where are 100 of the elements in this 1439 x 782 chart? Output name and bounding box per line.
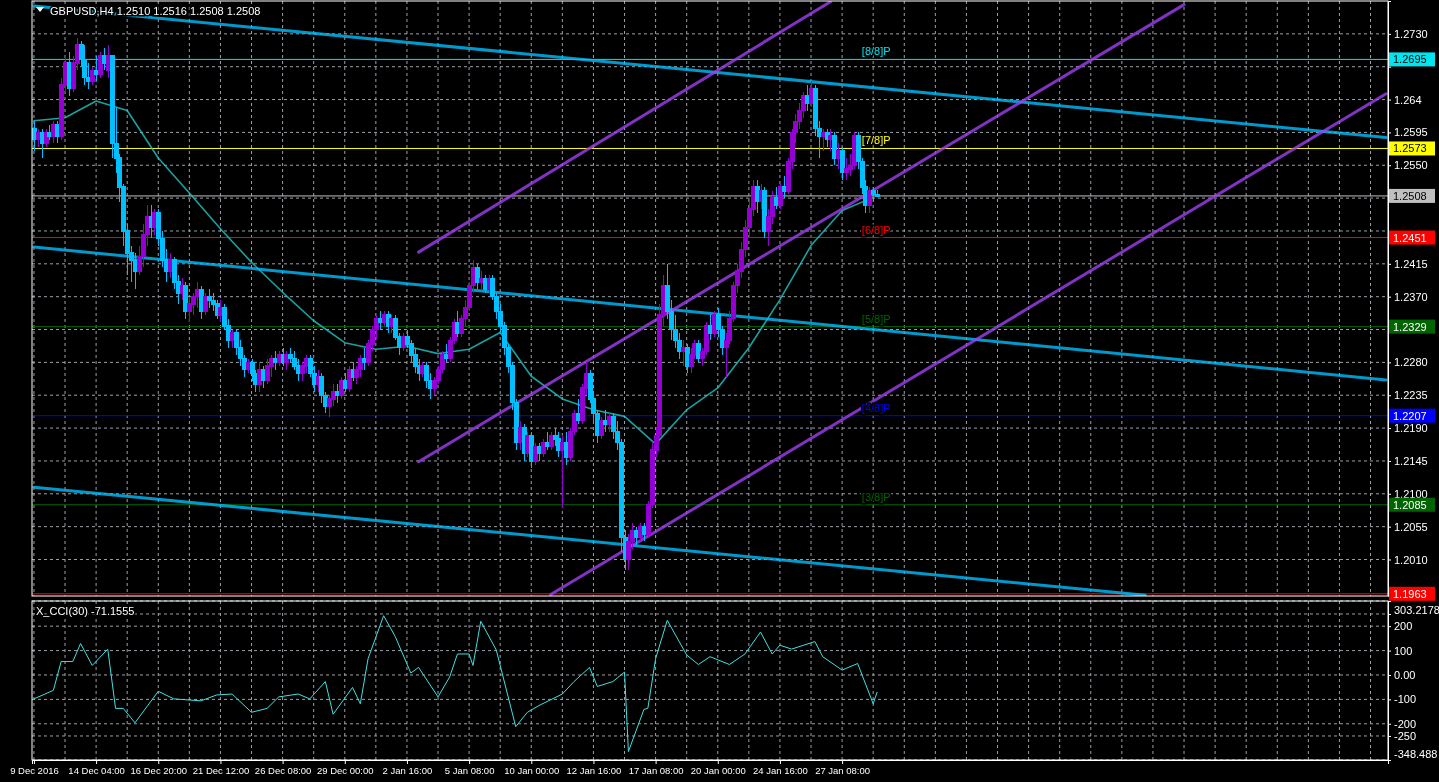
candlestick: [168, 252, 173, 280]
candlestick: [685, 343, 690, 375]
x-tick-label: 20 Jan 00:00: [690, 764, 746, 776]
candlestick: [642, 522, 647, 542]
candlestick: [386, 310, 391, 334]
y-tick-label: -100: [1394, 693, 1417, 706]
ref-line-label: 1.2508: [1393, 189, 1427, 202]
y-tick-label: 1.2010: [1394, 553, 1428, 566]
candlestick: [51, 120, 56, 145]
y-tick-label: 1.2100: [1394, 487, 1428, 500]
y-tick-label: -200: [1394, 717, 1417, 730]
candlestick: [762, 186, 767, 239]
candlestick: [867, 186, 872, 214]
x-tick-label: 24 Jan 16:00: [752, 764, 808, 776]
candlestick: [44, 128, 49, 148]
candlestick: [475, 263, 480, 291]
ref-line-label: 1.2451: [1393, 231, 1427, 244]
candlestick: [218, 299, 223, 323]
y-tick-label: 1.2145: [1394, 454, 1428, 467]
candlestick: [832, 131, 837, 166]
y-tick-label: 1.264: [1394, 93, 1422, 106]
x-tick-label: 27 Jan 08:00: [815, 764, 871, 776]
candlestick: [696, 339, 701, 364]
annotation: [7/8]P: [861, 134, 891, 147]
candlestick: [106, 44, 111, 79]
candlestick: [277, 350, 282, 367]
candlestick: [708, 314, 713, 342]
candlestick: [541, 438, 546, 458]
candlestick: [805, 84, 810, 112]
x-tick-label: 12 Jan 16:00: [566, 764, 622, 776]
y-tick-label: 200: [1394, 620, 1413, 633]
y-tick-label: 303.2178: [1394, 603, 1439, 616]
candlestick: [525, 431, 530, 458]
candlestick: [152, 208, 157, 236]
x-tick-label: 2 Jan 16:00: [382, 764, 433, 776]
candlestick: [316, 368, 321, 393]
candlestick: [203, 292, 208, 316]
candlestick: [782, 175, 787, 199]
candlestick: [522, 423, 527, 462]
candlestick: [343, 372, 348, 393]
candlestick: [836, 142, 841, 170]
x-tick-label: 29 Dec 00:00: [317, 764, 374, 776]
candlestick: [102, 47, 107, 72]
candlestick: [94, 55, 99, 83]
candlestick: [607, 412, 612, 433]
candlestick: [537, 441, 542, 462]
y-tick-label: 1.2055: [1394, 520, 1428, 533]
candlestick: [444, 343, 449, 364]
ref-line-label: 1.2573: [1393, 142, 1427, 155]
candlestick: [844, 157, 849, 181]
annotation: [8/8]P: [861, 45, 891, 58]
y-tick-label: 1.2730: [1394, 27, 1428, 40]
candlestick: [774, 186, 779, 210]
x-tick-label: 10 Jan 00:00: [504, 764, 560, 776]
candlestick: [362, 347, 367, 371]
annotation: [6/8]P: [861, 223, 891, 236]
ref-line-label: 1.2085: [1393, 498, 1427, 511]
candlestick: [755, 179, 760, 214]
candlestick: [401, 332, 406, 353]
candlestick: [40, 128, 45, 159]
y-tick-label: -250: [1394, 729, 1417, 742]
candlestick: [261, 365, 266, 389]
x-tick-label: 21 Dec 12:00: [192, 764, 250, 776]
candlestick: [339, 376, 344, 400]
candlestick: [265, 358, 270, 385]
y-tick-label: 1.2280: [1394, 356, 1428, 369]
candlestick: [284, 350, 289, 371]
ref-line-label: 1.2695: [1393, 53, 1427, 66]
candlestick: [712, 310, 717, 338]
candlestick: [187, 295, 192, 323]
candlestick: [98, 51, 103, 79]
x-tick-label: 14 Dec 04:00: [68, 764, 125, 776]
candlestick: [518, 420, 523, 451]
ref-line-label: 1.2329: [1393, 320, 1427, 333]
candlestick: [821, 128, 826, 152]
y-tick-label: 1.2370: [1394, 290, 1428, 303]
candlestick: [382, 310, 387, 327]
candlestick: [599, 416, 604, 440]
y-tick-label: 1.2550: [1394, 159, 1428, 172]
ref-line-label: 1.2207: [1393, 409, 1427, 422]
candlestick: [47, 124, 52, 141]
y-tick-label: 100: [1394, 644, 1413, 657]
y-tick-label: 1.2595: [1394, 126, 1428, 139]
candlestick: [55, 120, 60, 145]
candlestick: [529, 431, 534, 469]
candlestick: [257, 361, 262, 393]
annotation: [5/8]P: [861, 312, 891, 325]
candlestick: [420, 361, 425, 378]
candlestick: [36, 128, 41, 148]
candlestick: [207, 288, 212, 309]
annotation: [4/8]P: [861, 401, 891, 414]
candlestick: [533, 441, 538, 466]
y-tick-label: 1.2235: [1394, 389, 1428, 402]
candlestick: [90, 66, 95, 86]
candlestick: [180, 277, 185, 302]
candlestick: [246, 358, 251, 375]
candlestick: [183, 281, 188, 320]
y-tick-label: 1.2415: [1394, 257, 1428, 270]
candlestick: [638, 522, 643, 542]
candlestick: [828, 128, 833, 152]
